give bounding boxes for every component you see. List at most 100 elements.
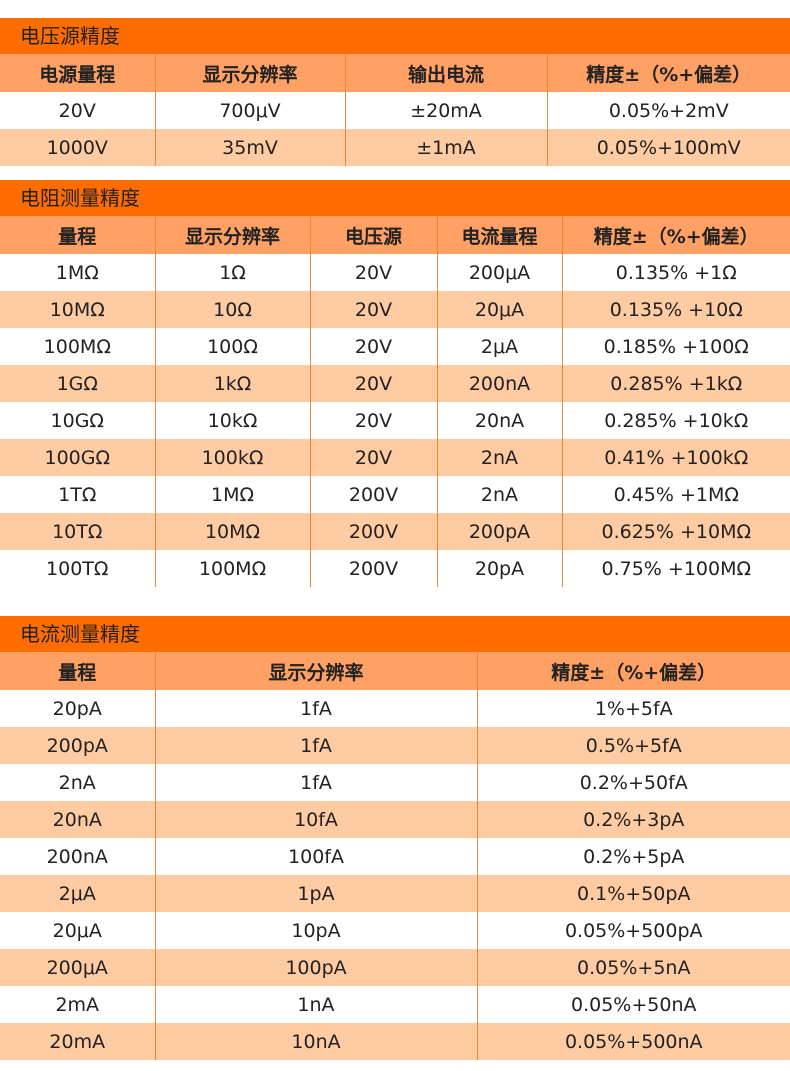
- table-cell: 0.05%+100mV: [546, 129, 790, 166]
- column-header: 精度±（%+偏差）: [546, 54, 790, 92]
- table-row: 20mA 10nA 0.05%+500nA: [0, 1023, 790, 1060]
- table-cell: 0.625% +10MΩ: [561, 513, 790, 550]
- table-cell: 0.05%+50nA: [476, 986, 790, 1023]
- column-header: 输出电流: [344, 54, 547, 92]
- table-cell: 0.05%+2mV: [546, 92, 790, 129]
- table-row: 100TΩ 100MΩ 200V 20pA 0.75% +100MΩ: [0, 550, 790, 587]
- table-cell: 0.45% +1MΩ: [561, 476, 790, 513]
- table-cell: 200pA: [0, 727, 155, 764]
- table-cell: 1fA: [154, 690, 477, 727]
- section-title: 电阻测量精度: [0, 180, 790, 216]
- table-row: 1MΩ 1Ω 20V 200μA 0.135% +1Ω: [0, 254, 790, 291]
- table-cell: 1GΩ: [0, 365, 155, 402]
- voltage-table: 电源量程 显示分辨率 输出电流 精度±（%+偏差） 20V 700μV ±20mA 0.05%…: [0, 54, 790, 166]
- table-cell: 20nA: [436, 402, 562, 439]
- table-cell: 100Ω: [154, 328, 310, 365]
- table-cell: 10fA: [154, 801, 477, 838]
- table-cell: 10kΩ: [154, 402, 310, 439]
- table-cell: 1000V: [0, 129, 155, 166]
- table-cell: 0.05%+500nA: [476, 1023, 790, 1060]
- table-cell: 20V: [309, 365, 437, 402]
- table-cell: 0.135% +1Ω: [561, 254, 790, 291]
- column-header: 电源量程: [0, 54, 155, 92]
- table-row: 1000V 35mV ±1mA 0.05%+100mV: [0, 129, 790, 166]
- table-cell: 200V: [309, 476, 437, 513]
- section-title: 电流测量精度: [0, 616, 790, 652]
- table-row: 1TΩ 1MΩ 200V 2nA 0.45% +1MΩ: [0, 476, 790, 513]
- table-cell: ±1mA: [344, 129, 547, 166]
- table-cell: 100MΩ: [154, 550, 310, 587]
- table-cell: 100TΩ: [0, 550, 155, 587]
- current-table: 量程 显示分辨率 精度±（%+偏差） 20pA 1fA 1%+5fA 200pA 1fA 0.5…: [0, 652, 790, 1060]
- table-cell: 100fA: [154, 838, 477, 875]
- table-cell: 2nA: [0, 764, 155, 801]
- table-row: 20pA 1fA 1%+5fA: [0, 690, 790, 727]
- table-cell: 20V: [309, 439, 437, 476]
- table-cell: 10GΩ: [0, 402, 155, 439]
- table-cell: 35mV: [154, 129, 345, 166]
- table-row: 100MΩ 100Ω 20V 2μA 0.185% +100Ω: [0, 328, 790, 365]
- table-cell: 10nA: [154, 1023, 477, 1060]
- table-cell: 100kΩ: [154, 439, 310, 476]
- header-row: 量程 显示分辨率 电压源 电流量程 精度±（%+偏差）: [0, 216, 790, 254]
- table-cell: 200nA: [0, 838, 155, 875]
- table-cell: 0.1%+50pA: [476, 875, 790, 912]
- column-header: 显示分辨率: [154, 216, 310, 254]
- table-row: 20μA 10pA 0.05%+500pA: [0, 912, 790, 949]
- table-cell: 1MΩ: [0, 254, 155, 291]
- table-cell: 1fA: [154, 727, 477, 764]
- table-cell: 200μA: [0, 949, 155, 986]
- column-header: 量程: [0, 652, 155, 690]
- table-cell: 0.285% +10kΩ: [561, 402, 790, 439]
- table-cell: 0.41% +100kΩ: [561, 439, 790, 476]
- table-cell: 2nA: [436, 476, 562, 513]
- table-cell: 0.285% +1kΩ: [561, 365, 790, 402]
- table-cell: 2mA: [0, 986, 155, 1023]
- table-row: 10TΩ 10MΩ 200V 200pA 0.625% +10MΩ: [0, 513, 790, 550]
- table-cell: 20mA: [0, 1023, 155, 1060]
- table-cell: 10Ω: [154, 291, 310, 328]
- table-cell: 20nA: [0, 801, 155, 838]
- table-row: 2mA 1nA 0.05%+50nA: [0, 986, 790, 1023]
- column-header: 量程: [0, 216, 155, 254]
- table-cell: 1kΩ: [154, 365, 310, 402]
- table-cell: 200pA: [436, 513, 562, 550]
- table-cell: 10MΩ: [0, 291, 155, 328]
- table-row: 10MΩ 10Ω 20V 20μA 0.135% +10Ω: [0, 291, 790, 328]
- table-cell: 1fA: [154, 764, 477, 801]
- column-header: 显示分辨率: [154, 652, 477, 690]
- table-cell: 0.135% +10Ω: [561, 291, 790, 328]
- table-row: 2nA 1fA 0.2%+50fA: [0, 764, 790, 801]
- table-cell: 0.2%+3pA: [476, 801, 790, 838]
- table-row: 10GΩ 10kΩ 20V 20nA 0.285% +10kΩ: [0, 402, 790, 439]
- resistance-table: 量程 显示分辨率 电压源 电流量程 精度±（%+偏差） 1MΩ 1Ω 20V 200μA 0.13…: [0, 216, 790, 587]
- column-header: 电流量程: [436, 216, 562, 254]
- table-cell: 2μA: [0, 875, 155, 912]
- table-cell: 0.5%+5fA: [476, 727, 790, 764]
- table-cell: 10MΩ: [154, 513, 310, 550]
- table-cell: 200nA: [436, 365, 562, 402]
- table-row: 200nA 100fA 0.2%+5pA: [0, 838, 790, 875]
- table-row: 200pA 1fA 0.5%+5fA: [0, 727, 790, 764]
- table-row: 20V 700μV ±20mA 0.05%+2mV: [0, 92, 790, 129]
- table-cell: 20pA: [436, 550, 562, 587]
- voltage-source-section: 电压源精度 电源量程 显示分辨率 输出电流 精度±（%+偏差） 20V 700μV ±20m…: [0, 18, 790, 166]
- table-cell: 10pA: [154, 912, 477, 949]
- table-cell: 1%+5fA: [476, 690, 790, 727]
- table-cell: 200μA: [436, 254, 562, 291]
- table-cell: 1nA: [154, 986, 477, 1023]
- column-header: 电压源: [309, 216, 437, 254]
- table-cell: 1pA: [154, 875, 477, 912]
- table-cell: 20V: [309, 291, 437, 328]
- table-cell: 100GΩ: [0, 439, 155, 476]
- resistance-section: 电阻测量精度 量程 显示分辨率 电压源 电流量程 精度±（%+偏差） 1MΩ 1Ω 20V 20…: [0, 180, 790, 587]
- table-cell: 0.185% +100Ω: [561, 328, 790, 365]
- table-cell: 20pA: [0, 690, 155, 727]
- table-cell: 20V: [0, 92, 155, 129]
- column-header: 显示分辨率: [154, 54, 345, 92]
- table-cell: 0.2%+50fA: [476, 764, 790, 801]
- table-cell: ±20mA: [344, 92, 547, 129]
- table-cell: 0.75% +100MΩ: [561, 550, 790, 587]
- table-cell: 1Ω: [154, 254, 310, 291]
- table-row: 1GΩ 1kΩ 20V 200nA 0.285% +1kΩ: [0, 365, 790, 402]
